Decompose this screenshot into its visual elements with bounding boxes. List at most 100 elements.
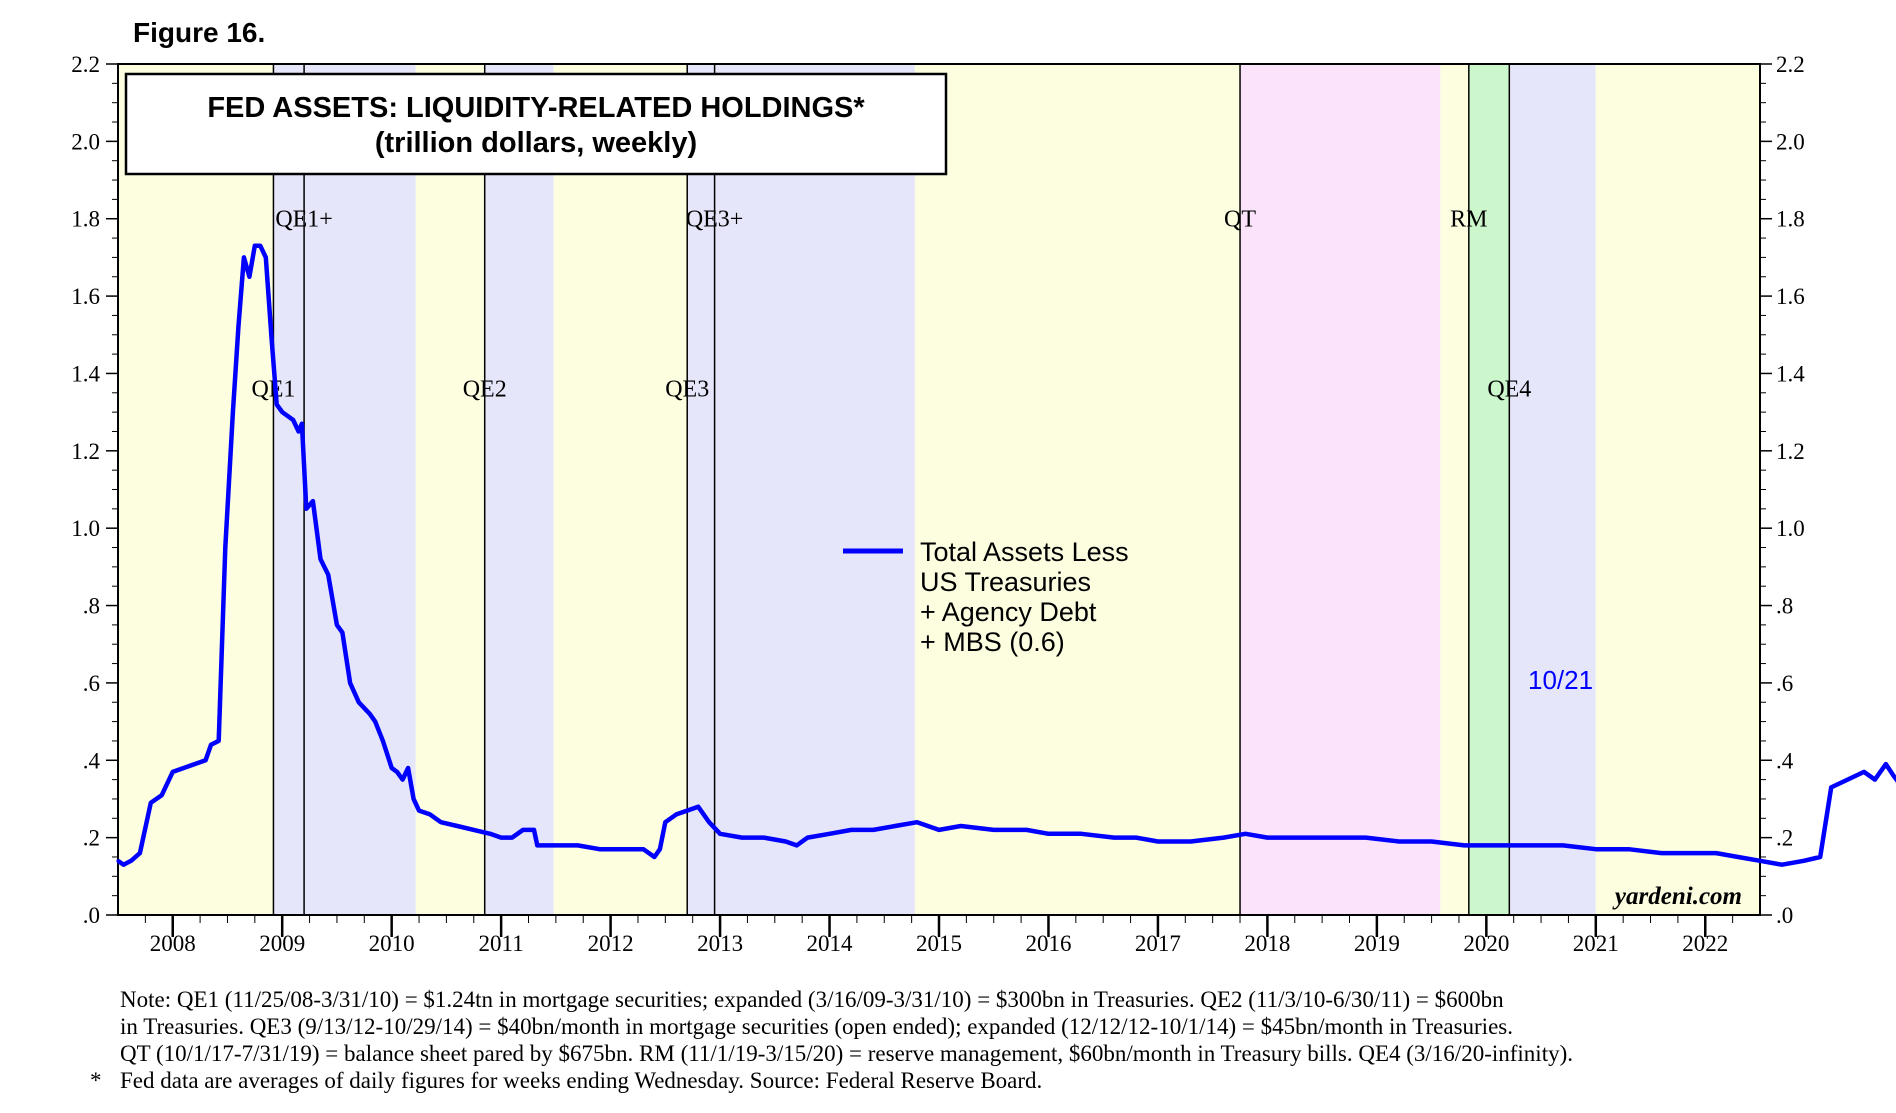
data-point — [1046, 832, 1051, 836]
shaded-period — [687, 64, 915, 915]
y-tick-label-left: .8 — [83, 594, 100, 619]
data-point — [1430, 839, 1434, 844]
data-point — [264, 255, 268, 260]
data-point — [304, 507, 308, 511]
footnote-asterisk: * — [90, 1068, 102, 1093]
data-point — [1692, 851, 1696, 855]
data-point — [1845, 778, 1850, 782]
data-point — [395, 770, 399, 774]
y-tick-label-right: .8 — [1776, 594, 1793, 619]
series-line — [116, 243, 1896, 867]
y-tick-label-left: 1.4 — [71, 361, 100, 386]
y-tick-label-right: 2.0 — [1776, 129, 1805, 154]
series-lines — [116, 243, 1896, 867]
data-point — [1736, 855, 1740, 859]
data-point — [1873, 778, 1877, 782]
x-tick-label: 2019 — [1354, 931, 1400, 956]
data-point — [1802, 859, 1806, 863]
notes: Note: QE1 (11/25/08-3/31/10) = $1.24tn i… — [90, 986, 1880, 1094]
data-point — [937, 828, 941, 832]
y-tick-label-left: 2.2 — [71, 52, 100, 77]
title-box: FED ASSETS: LIQUIDITY-RELATED HOLDINGS* … — [124, 72, 948, 176]
y-tick-label-left: .4 — [83, 748, 101, 773]
y-tick-label-left: 1.2 — [71, 439, 100, 464]
legend-line-1: Total Assets Less — [920, 537, 1129, 567]
data-point — [1561, 843, 1565, 847]
x-tick-label: 2020 — [1463, 931, 1509, 956]
data-point — [138, 851, 142, 855]
legend-line-2: US Treasuries — [920, 567, 1091, 597]
data-point — [652, 855, 656, 859]
chart-title: FED ASSETS: LIQUIDITY-RELATED HOLDINGS* — [207, 92, 865, 124]
data-point — [311, 499, 315, 503]
chart-subtitle: (trillion dollars, weekly) — [375, 127, 697, 159]
axes: .0 .0 .2 .2 .4 .4 .6 .6 .8 .8 1.0 1.0 1.2 1.2 1.4 1.4 1.… — [71, 52, 1805, 956]
data-point — [258, 244, 262, 248]
data-point — [368, 712, 372, 716]
data-point — [348, 681, 352, 685]
event-label: QE3+ — [686, 206, 744, 232]
event-label: RM — [1450, 206, 1487, 232]
data-point — [357, 700, 361, 704]
y-tick-label-right: .2 — [1776, 826, 1793, 851]
figure-label: Figure 16. — [133, 17, 265, 48]
data-point — [326, 573, 330, 577]
shaded-period — [1440, 64, 1469, 915]
y-tick-label-right: 1.4 — [1776, 361, 1805, 386]
data-point — [417, 808, 421, 813]
data-point — [499, 836, 503, 840]
y-tick-label-left: .6 — [83, 671, 100, 696]
data-point — [121, 863, 126, 867]
data-point — [1714, 851, 1718, 855]
data-point — [1829, 785, 1833, 789]
x-tick-label: 2014 — [807, 931, 854, 956]
x-tick-label: 2016 — [1025, 931, 1071, 956]
data-point — [373, 719, 377, 724]
data-point — [521, 828, 525, 832]
data-point — [291, 418, 295, 422]
data-point — [849, 828, 854, 832]
data-point — [532, 828, 536, 832]
y-tick-label-left: .0 — [83, 903, 100, 928]
x-tick-label: 2010 — [369, 931, 415, 956]
data-point — [762, 836, 766, 840]
data-point — [171, 770, 175, 774]
data-point — [827, 832, 832, 836]
data-point — [275, 402, 279, 406]
data-point — [193, 762, 197, 766]
y-tick-label-right: .4 — [1776, 748, 1794, 773]
data-point — [658, 847, 662, 851]
x-tick-label: 2018 — [1244, 931, 1290, 956]
note-line: * Fed data are averages of daily figures … — [90, 1067, 1880, 1094]
data-point — [554, 843, 558, 847]
y-tick-label-right: 1.8 — [1776, 207, 1805, 232]
data-point — [1891, 774, 1896, 778]
data-point — [1079, 832, 1083, 836]
data-point — [1818, 855, 1822, 859]
data-point — [1627, 847, 1631, 851]
data-point — [663, 820, 667, 824]
data-point — [1528, 843, 1532, 847]
data-point — [217, 739, 221, 743]
data-point — [740, 836, 744, 840]
data-point — [1222, 836, 1226, 840]
end-date-label: 10/21 — [1528, 665, 1593, 695]
data-point — [718, 832, 722, 836]
data-point — [390, 766, 394, 770]
data-point — [1758, 859, 1762, 863]
data-point — [893, 824, 897, 828]
shaded-period — [1240, 64, 1441, 915]
legend-line-3: + Agency Debt — [920, 597, 1097, 627]
data-point — [598, 847, 602, 851]
data-point — [674, 812, 678, 817]
data-point — [1659, 851, 1664, 855]
data-point — [236, 325, 241, 329]
data-point — [280, 410, 284, 414]
shaded-period — [118, 64, 274, 915]
data-point — [1331, 836, 1335, 840]
data-point — [1462, 843, 1467, 847]
event-label: QE2 — [463, 377, 507, 403]
data-point — [160, 793, 164, 797]
data-point — [335, 623, 339, 627]
data-point — [1112, 836, 1116, 840]
